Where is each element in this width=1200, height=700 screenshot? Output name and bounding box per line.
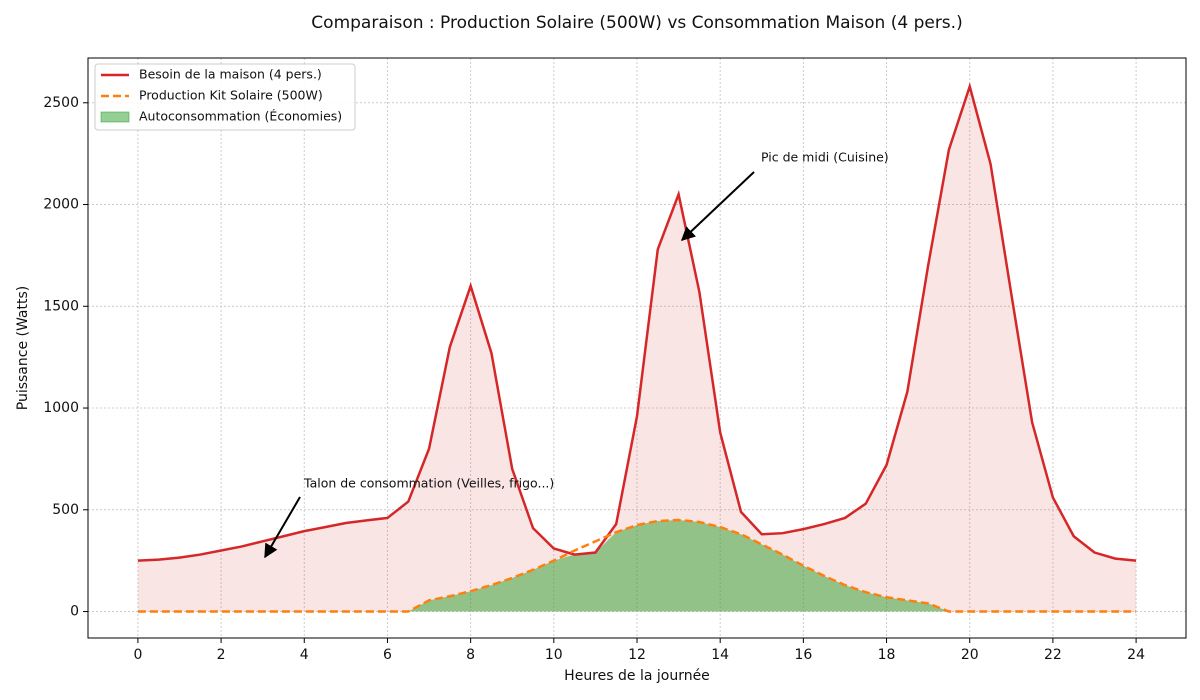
y-tick-label: 1000 <box>43 400 79 416</box>
x-tick-label: 4 <box>300 647 309 663</box>
legend-box <box>94 63 356 131</box>
x-tick-label: 24 <box>1127 647 1145 663</box>
y-tick-label: 500 <box>52 502 79 518</box>
legend-swatch <box>100 111 130 123</box>
x-tick-label: 8 <box>466 647 475 663</box>
legend: Besoin de la maison (4 pers.) Production … <box>94 63 356 131</box>
x-tick-label: 10 <box>545 647 563 663</box>
x-tick-label: 2 <box>217 647 226 663</box>
solar-line <box>137 518 1137 613</box>
demand-line <box>137 82 1137 562</box>
x-tick-label: 12 <box>628 647 646 663</box>
legend-label: Autoconsommation (Économies) <box>139 109 342 124</box>
x-tick-label: 16 <box>794 647 812 663</box>
savings-area <box>137 519 1137 612</box>
y-tick-label: 2000 <box>43 197 79 213</box>
x-axis-label: Heures de la journée <box>564 668 710 684</box>
legend-label: Besoin de la maison (4 pers.) <box>139 67 322 82</box>
annotation-arrow <box>680 171 755 241</box>
x-tick-label: 6 <box>383 647 392 663</box>
y-axis-label: Puissance (Watts) <box>15 286 31 410</box>
demand-area <box>137 86 1137 612</box>
chart-title: Comparaison : Production Solaire (500W) … <box>311 13 962 33</box>
x-tick-label: 14 <box>711 647 729 663</box>
x-tick-label: 22 <box>1044 647 1062 663</box>
annotation: Pic de midi (Cuisine) <box>761 150 889 165</box>
annotation-arrow <box>264 496 301 559</box>
y-tick-label: 1500 <box>43 298 79 314</box>
legend-label: Production Kit Solaire (500W) <box>139 88 323 103</box>
x-tick-label: 20 <box>961 647 979 663</box>
annotation: Talon de consommation (Veilles, frigo...… <box>303 476 554 491</box>
plot-frame <box>87 57 1187 639</box>
x-tick-label: 18 <box>878 647 896 663</box>
x-tick-label: 0 <box>133 647 142 663</box>
y-tick-label: 0 <box>70 604 79 620</box>
y-tick-label: 2500 <box>43 95 79 111</box>
